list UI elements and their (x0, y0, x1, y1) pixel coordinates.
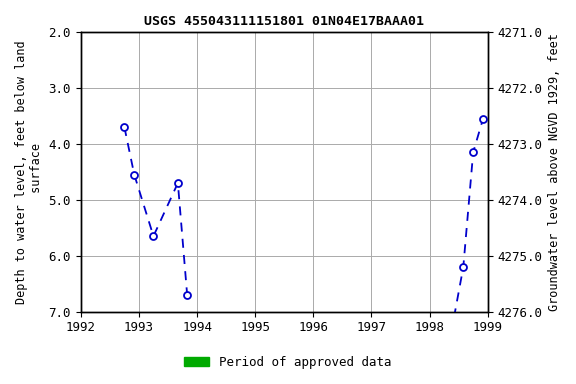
Title: USGS 455043111151801 01N04E17BAAA01: USGS 455043111151801 01N04E17BAAA01 (144, 15, 425, 28)
Legend: Period of approved data: Period of approved data (179, 351, 397, 374)
Bar (452, 312, 488, 320)
Y-axis label: Groundwater level above NGVD 1929, feet: Groundwater level above NGVD 1929, feet (548, 33, 561, 311)
Bar (123, 312, 195, 320)
Y-axis label: Depth to water level, feet below land
 surface: Depth to water level, feet below land su… (15, 40, 43, 304)
